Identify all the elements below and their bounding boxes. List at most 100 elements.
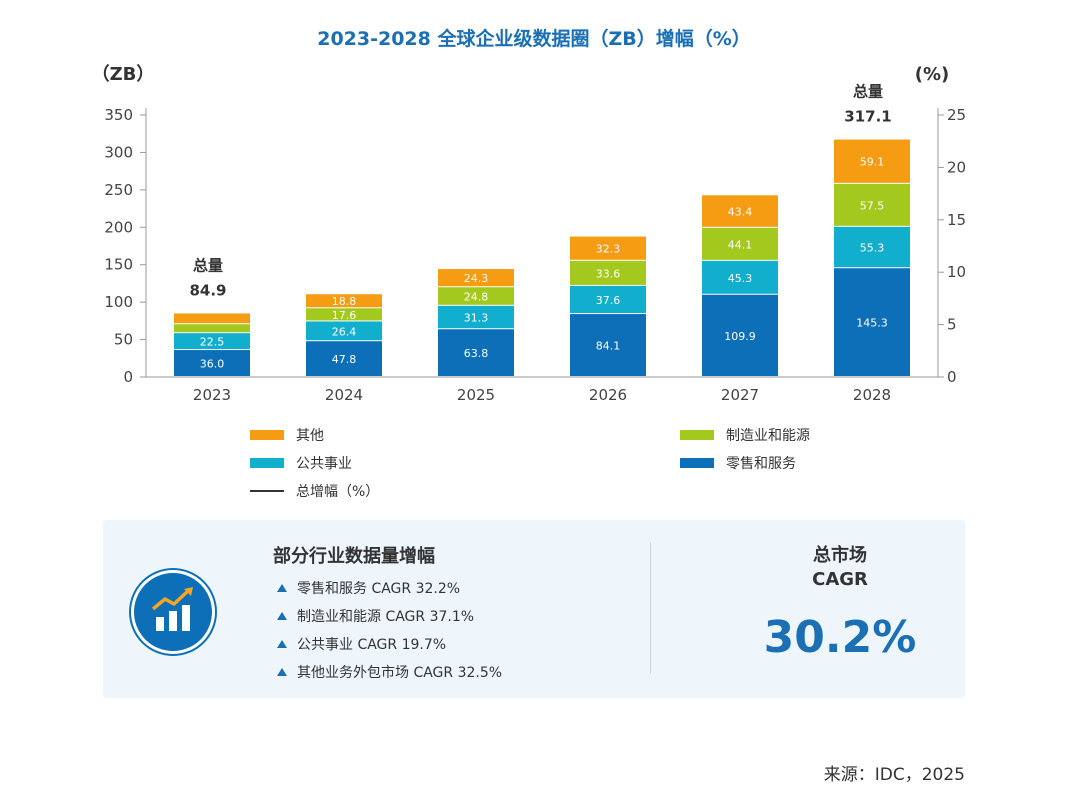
bar-segment (174, 313, 250, 324)
bar-segment-label: 84.1 (596, 340, 621, 353)
bar-segment-label: 33.6 (596, 267, 621, 280)
bar-segment-label: 36.0 (200, 358, 225, 371)
bar-chart-growth-icon (131, 570, 215, 654)
total-caption: 总量 (193, 256, 223, 274)
bar-segment (702, 294, 778, 376)
list-item: 零售和服务 CAGR 32.2% (273, 574, 502, 602)
y-right-axis-label: (%) (915, 64, 950, 85)
y-right-tick-label: 25 (947, 106, 966, 124)
y-left-tick-label: 100 (104, 293, 133, 311)
list-item: 其他业务外包市场 CAGR 32.5% (273, 658, 502, 686)
market-cagr-title: 总市场 CAGR (812, 545, 868, 590)
y-right-tick-label: 15 (947, 211, 966, 229)
x-tick-label: 2024 (325, 386, 363, 404)
x-tick-label: 2023 (193, 386, 231, 404)
bar-segment-label: 26.4 (332, 325, 357, 338)
legend-label: 公共事业 (296, 456, 352, 472)
panel-heading: 部分行业数据量增幅 (273, 546, 435, 567)
bar-segment-label: 63.8 (464, 347, 489, 360)
stacked-bar-chart: 2023-2028 全球企业级数据圈（ZB）增幅（%） （ZB） (%) 0 50… (92, 27, 966, 500)
legend-label: 制造业和能源 (726, 428, 810, 444)
y-right-tick-label: 10 (947, 263, 966, 281)
y-left-tick-label: 350 (104, 106, 133, 124)
bar-segment-label: 24.8 (464, 291, 489, 304)
triangle-bullet-icon (277, 612, 287, 620)
y-left-tick-label: 250 (104, 181, 133, 199)
y-left-tick-label: 50 (114, 331, 133, 349)
total-caption: 总量 (853, 83, 883, 101)
legend-swatch (680, 458, 714, 468)
y-right-ticks: 0 5 10 15 20 25 (938, 106, 966, 386)
bar-segment (306, 321, 382, 341)
bar-segment-label: 17.6 (332, 309, 357, 322)
x-tick-label: 2027 (721, 386, 759, 404)
chart-title: 2023-2028 全球企业级数据圈（ZB）增幅（%） (317, 27, 751, 50)
industry-cagr-list: 零售和服务 CAGR 32.2% 制造业和能源 CAGR 37.1% 公共事业 … (273, 574, 502, 686)
bar-segment (438, 305, 514, 329)
x-tick-label: 2026 (589, 386, 627, 404)
bar-segment-label: 43.4 (728, 206, 753, 219)
bar-segment-label: 57.5 (860, 199, 885, 212)
bar-segment (174, 324, 250, 333)
bars: 36.0 22.5 47.8 26.4 17.618.8 63.8 31.3 24.8 24.3… (174, 139, 910, 376)
bar-segment (834, 139, 910, 183)
legend-swatch (680, 430, 714, 440)
bar-segment (570, 285, 646, 314)
bar-segment (306, 308, 382, 321)
legend-swatch (250, 458, 284, 468)
y-left-ticks: 0 50 100 150 200 250 300 350 (104, 106, 146, 386)
x-ticks: 2023 2024 2025 2026 2027 2028 (193, 386, 891, 404)
bar-segment-label: 24.3 (464, 272, 489, 285)
y-left-axis-label: （ZB） (92, 64, 155, 85)
x-tick-label: 2028 (853, 386, 891, 404)
cagr-panel: 部分行业数据量增幅 零售和服务 CAGR 32.2% 制造业和能源 CAGR 3… (103, 520, 965, 698)
bar-segment (702, 260, 778, 294)
bar-segment-label: 31.3 (464, 312, 489, 325)
y-left-tick-label: 200 (104, 218, 133, 236)
bar-segment-label: 37.6 (596, 294, 621, 307)
bar-segment (834, 268, 910, 376)
y-right-tick-label: 5 (947, 316, 957, 334)
bar-segment (834, 226, 910, 268)
total-value: 84.9 (189, 281, 226, 299)
legend-label: 其他 (296, 428, 324, 444)
bar-segment-label: 109.9 (724, 330, 756, 343)
bar-segment-label: 145.3 (856, 317, 888, 330)
bar-segment (306, 294, 382, 308)
bar-segment (570, 236, 646, 260)
bar-segment (306, 341, 382, 376)
bar-segment-label: 32.3 (596, 243, 621, 256)
bar-segment (174, 350, 250, 376)
y-right-tick-label: 20 (947, 158, 966, 176)
bar-segment (438, 329, 514, 376)
triangle-bullet-icon (277, 668, 287, 676)
y-right-tick-label: 0 (947, 368, 957, 386)
bar-segment (438, 269, 514, 287)
market-cagr-value: 30.2% (763, 612, 917, 663)
source-note: 来源：IDC，2025 (823, 765, 965, 785)
bar-segment-label: 45.3 (728, 272, 753, 285)
bar-segment (702, 227, 778, 260)
legend-label: 总增幅（%） (296, 484, 379, 500)
total-labels: 总量 84.9 总量 317.1 (189, 83, 891, 300)
list-item: 制造业和能源 CAGR 37.1% (273, 602, 502, 630)
triangle-bullet-icon (277, 640, 287, 648)
bar-segment-label: 18.8 (332, 295, 357, 308)
legend-swatch (250, 430, 284, 440)
bar-segment (702, 195, 778, 227)
bar-segment (570, 260, 646, 285)
bar-segment (570, 314, 646, 376)
y-left-tick-label: 150 (104, 256, 133, 274)
total-value: 317.1 (844, 108, 891, 126)
bar-segment-label: 44.1 (728, 238, 753, 251)
bar-segment-label: 59.1 (860, 156, 885, 169)
legend-label: 零售和服务 (726, 456, 796, 472)
y-left-tick-label: 300 (104, 143, 133, 161)
bar-segment (438, 287, 514, 305)
bar-segment-label: 47.8 (332, 353, 357, 366)
bar-segment-label: 22.5 (200, 336, 225, 349)
bar-segment-label: 55.3 (860, 242, 885, 255)
x-tick-label: 2025 (457, 386, 495, 404)
bar-segment (834, 183, 910, 226)
